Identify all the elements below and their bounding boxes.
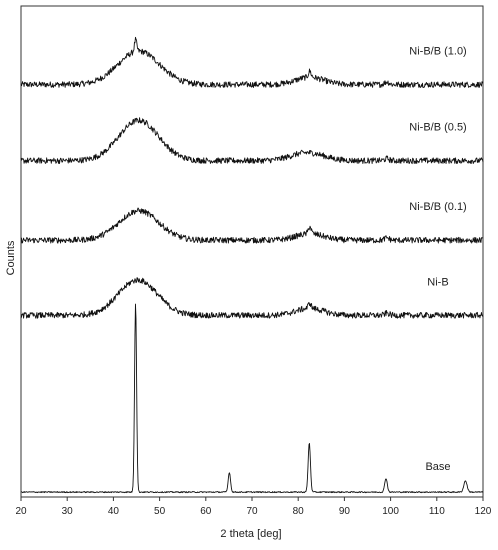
x-tick-label: 30 (62, 506, 74, 517)
series-label: Ni-B/B (1.0) (409, 46, 466, 58)
series-line (20, 277, 484, 319)
series-label: Ni-B (427, 276, 448, 288)
series-label: Ni-B/B (0.1) (409, 201, 466, 213)
series-line (20, 117, 484, 165)
series-label: Base (425, 461, 450, 473)
series-line (20, 303, 484, 494)
series-line (20, 207, 484, 244)
x-axis: 20 30 40 50 60 70 80 90 100 110 120 (15, 497, 492, 517)
plot-frame (20, 5, 484, 498)
x-tick-label: 110 (429, 506, 445, 517)
x-tick-label: 20 (15, 506, 27, 517)
series-line (20, 36, 484, 88)
series-label: Ni-B/B (0.5) (409, 122, 466, 134)
x-tick-label: 70 (246, 506, 258, 517)
x-tick-label: 60 (200, 506, 212, 517)
x-axis-title: 2 theta [deg] (220, 528, 281, 540)
x-tick-label: 40 (108, 506, 120, 517)
x-tick-label: 80 (293, 506, 305, 517)
series-group: Ni-B/B (1.0) Ni-B/B (0.5) Ni-B/B (0.1) Ni-B… (20, 36, 484, 494)
x-tick-label: 120 (475, 506, 492, 517)
x-tick-label: 90 (339, 506, 351, 517)
x-tick-label: 50 (154, 506, 166, 517)
y-axis-title: Counts (5, 240, 17, 275)
x-tick-label: 100 (382, 506, 399, 517)
plot-area (20, 5, 484, 498)
